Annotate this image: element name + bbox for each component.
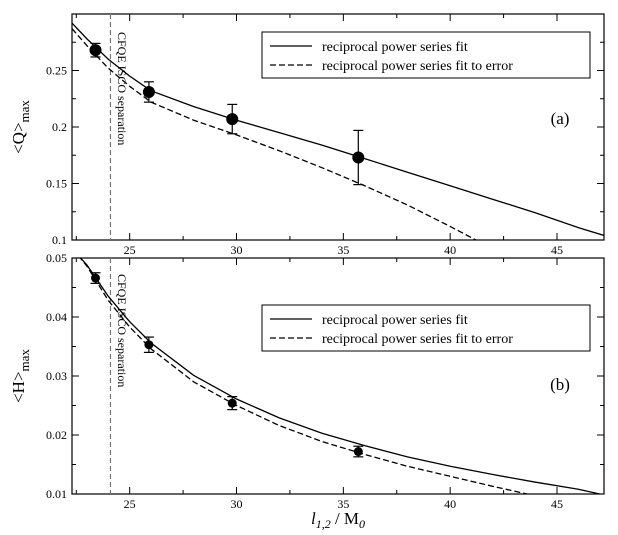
y-axis-label-sub: max (17, 100, 32, 123)
series-group (72, 22, 604, 240)
x-tick-label: 45 (551, 243, 563, 257)
y-tick-label: 0.15 (46, 177, 67, 191)
data-point (91, 273, 101, 283)
legend-label: reciprocal power series fit (322, 313, 468, 328)
data-point (89, 44, 102, 57)
data-point (142, 85, 155, 98)
plot-frame (71, 257, 605, 495)
y-axis-label-main: <H> (9, 371, 28, 402)
y-axis-label-main: <Q> (9, 122, 28, 153)
legend-box (261, 31, 591, 79)
y-tick-label: 0.01 (46, 487, 67, 501)
data-point (227, 398, 237, 408)
y-tick-label: 0.1 (52, 233, 67, 247)
series-group (79, 258, 600, 494)
legend-label: reciprocal power series fit to error (322, 332, 513, 347)
isco-separation-label: CFQE ISCO separation (115, 32, 129, 145)
data-point (226, 113, 239, 126)
panel-label: (a) (551, 109, 570, 128)
y-axis-label: <H>max (9, 349, 32, 403)
y-axis-label: <Q>max (9, 100, 32, 154)
y-tick-label: 0.04 (46, 310, 67, 324)
x-axis-label-part: 0 (359, 517, 365, 531)
series-line-fit-to-error (79, 258, 528, 494)
data-point (352, 151, 365, 164)
x-tick-label: 25 (124, 243, 136, 257)
series-line-fit (79, 258, 600, 494)
y-tick-label: 0.02 (46, 428, 67, 442)
legend-label: reciprocal power series fit to error (322, 59, 513, 74)
y-tick-label: 0.2 (52, 120, 67, 134)
y-tick-label: 0.03 (46, 369, 67, 383)
x-axis-label: l1,2 / M0 (311, 509, 365, 531)
y-axis-label-sub: max (17, 349, 32, 372)
x-tick-label: 35 (337, 243, 349, 257)
x-tick-label: 30 (231, 497, 243, 511)
panel-a: 25 30 35 40 45 0.1 0.15 0.2 0.25 CFQE ISCO separa… (9, 13, 605, 257)
series-line-fit-to-error (72, 28, 477, 240)
x-tick-label: 40 (444, 497, 456, 511)
isco-separation-label: CFQE ISCO separation (115, 274, 129, 387)
x-tick-label: 30 (231, 243, 243, 257)
data-point (144, 340, 154, 350)
legend-box (261, 304, 591, 352)
legend-label: reciprocal power series fit (322, 40, 468, 55)
x-axis-label-part: / M (331, 509, 359, 528)
data-point (353, 447, 363, 457)
y-tick-label: 0.05 (46, 251, 67, 265)
panel-label: (b) (550, 375, 570, 394)
x-tick-label: 45 (551, 497, 563, 511)
y-tick-label: 0.25 (46, 64, 67, 78)
panel-b: 25 30 35 40 45 0.01 0.02 0.03 0.04 0.05 CFQE ISCO … (9, 251, 605, 531)
x-tick-label: 35 (337, 497, 349, 511)
x-tick-label: 25 (124, 497, 136, 511)
x-axis-label-part: 1,2 (316, 517, 331, 531)
x-axis-label-part: l (311, 509, 316, 528)
x-tick-label: 40 (444, 243, 456, 257)
series-line-fit (72, 22, 604, 237)
